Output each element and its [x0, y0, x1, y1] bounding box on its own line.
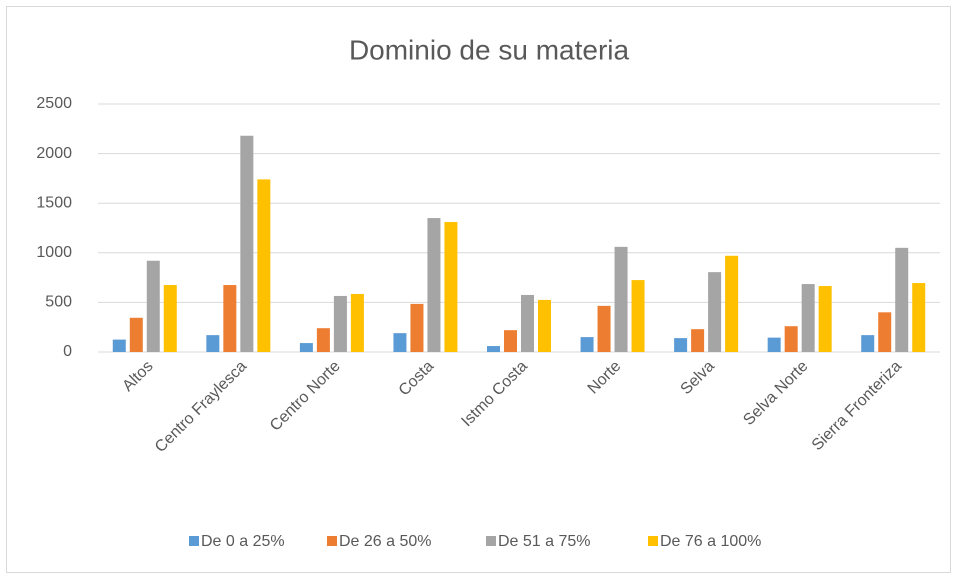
bar [614, 246, 628, 352]
bar [895, 247, 909, 352]
bar [487, 346, 500, 352]
y-tick-label: 2000 [36, 145, 72, 162]
legend-label: De 0 a 25% [201, 533, 285, 550]
bar [427, 218, 441, 352]
bar [691, 329, 705, 352]
bar [801, 284, 815, 352]
legend-label: De 76 a 100% [660, 533, 761, 550]
bar [784, 326, 798, 352]
bar [112, 339, 126, 352]
y-tick-label: 0 [63, 343, 72, 360]
bar [129, 317, 143, 352]
bar [316, 328, 330, 352]
y-tick-label: 500 [45, 294, 72, 311]
bar [912, 283, 926, 352]
y-tick-label: 2500 [36, 95, 72, 112]
chart-title: Dominio de su materia [349, 34, 630, 65]
bar [538, 299, 551, 352]
bar [521, 294, 534, 352]
y-tick-label: 1000 [36, 244, 72, 261]
bar [708, 272, 722, 352]
y-tick-label: 1500 [36, 194, 72, 211]
bar [206, 335, 220, 352]
bar [299, 343, 313, 352]
bar [878, 312, 892, 352]
legend-swatch [327, 536, 337, 546]
legend-swatch [189, 536, 199, 546]
bar [257, 179, 271, 352]
legend-label: De 51 a 75% [498, 533, 591, 550]
bar [597, 305, 611, 352]
bar [861, 335, 875, 352]
bar [674, 338, 688, 352]
legend-swatch [486, 536, 496, 546]
bar [580, 337, 594, 352]
bar [504, 330, 517, 352]
legend-swatch [648, 536, 658, 546]
bar [410, 303, 424, 352]
bar [818, 286, 832, 352]
bar [240, 135, 254, 352]
bar [333, 295, 347, 352]
bar [350, 293, 364, 352]
bar [631, 280, 645, 352]
bar [146, 260, 160, 352]
bar [223, 285, 237, 352]
legend-label: De 26 a 50% [339, 533, 432, 550]
bar [393, 333, 407, 352]
bar [767, 337, 781, 352]
bar [725, 255, 739, 352]
bar [444, 222, 458, 352]
bar [163, 285, 177, 352]
